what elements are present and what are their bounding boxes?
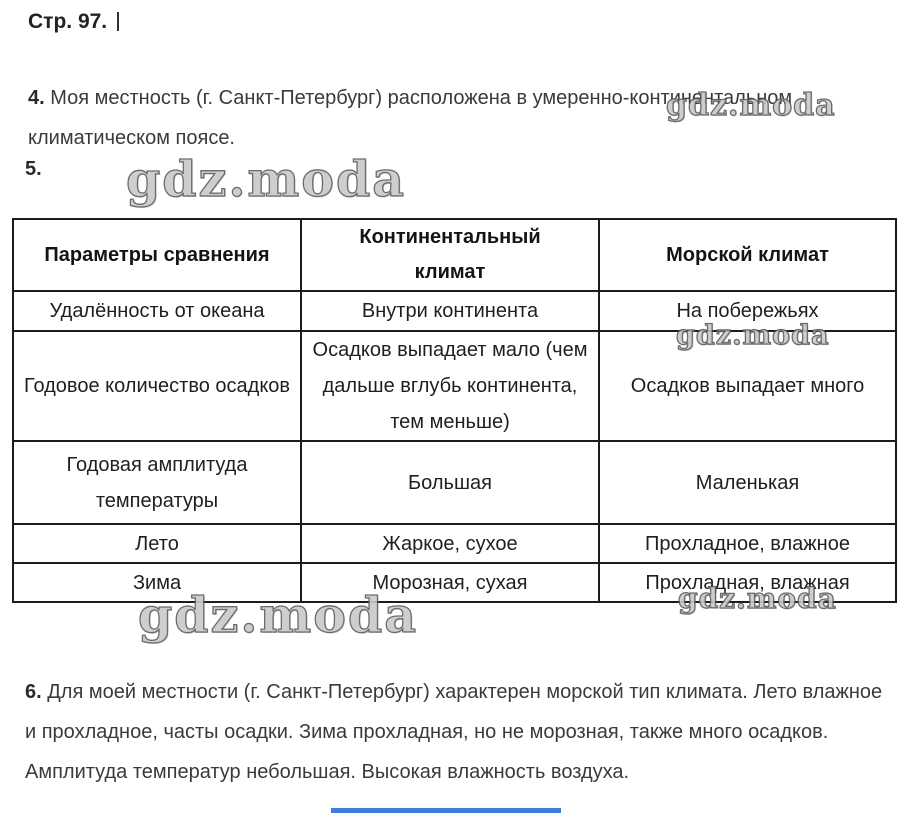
cell-maritime: Осадков выпадает много xyxy=(598,330,897,442)
gdz-moda-watermark: gdz.moda xyxy=(125,149,406,208)
table-header-row: Параметры сравнения Континентальный клим… xyxy=(12,218,897,292)
header-cell-parameters: Параметры сравнения xyxy=(12,218,302,292)
cell-parameter: Лето xyxy=(12,523,302,564)
header-cell-maritime: Морской климат xyxy=(598,218,897,292)
text-cursor xyxy=(117,12,120,31)
table-row: Удалённость от океана Внутри континента … xyxy=(12,290,897,332)
page-number-label: Стр. 97. xyxy=(28,10,108,33)
cell-maritime: На побережьях xyxy=(598,290,897,332)
answer-item-4: 4. Моя местность (г. Санкт-Петербург) ра… xyxy=(28,78,888,158)
cell-continental: Осадков выпадает мало (чем дальше вглубь… xyxy=(300,330,600,442)
item-5-number: 5. xyxy=(25,158,42,180)
climate-comparison-table: Параметры сравнения Континентальный клим… xyxy=(12,218,897,603)
cell-parameter: Годовая амплитуда температуры xyxy=(12,440,302,525)
cell-continental: Внутри континента xyxy=(300,290,600,332)
cell-continental: Морозная, сухая xyxy=(300,562,600,603)
page-title: Стр. 97. xyxy=(28,10,120,34)
table-row: Годовое количество осадков Осадков выпад… xyxy=(12,330,897,442)
item-4-text: Моя местность (г. Санкт-Петербург) распо… xyxy=(28,87,793,149)
cell-maritime: Прохладная, влажная xyxy=(598,562,897,603)
item-6-number: 6. xyxy=(25,681,42,703)
cell-maritime: Прохладное, влажное xyxy=(598,523,897,564)
cell-maritime: Маленькая xyxy=(598,440,897,525)
cell-parameter: Удалённость от океана xyxy=(12,290,302,332)
cell-parameter: Зима xyxy=(12,562,302,603)
table-row: Годовая амплитуда температуры Большая Ма… xyxy=(12,440,897,525)
item-4-number: 4. xyxy=(28,87,45,109)
cell-parameter: Годовое количество осадков xyxy=(12,330,302,442)
cell-continental: Большая xyxy=(300,440,600,525)
horizontal-scrollbar-thumb[interactable] xyxy=(331,808,561,813)
header-cell-continental: Континентальный климат xyxy=(300,218,600,292)
cell-continental: Жаркое, сухое xyxy=(300,523,600,564)
answer-item-6: 6. Для моей местности (г. Санкт-Петербур… xyxy=(25,672,891,792)
table-row: Зима Морозная, сухая Прохладная, влажная xyxy=(12,562,897,603)
item-6-text: Для моей местности (г. Санкт-Петербург) … xyxy=(25,681,883,783)
table-row: Лето Жаркое, сухое Прохладное, влажное xyxy=(12,523,897,564)
